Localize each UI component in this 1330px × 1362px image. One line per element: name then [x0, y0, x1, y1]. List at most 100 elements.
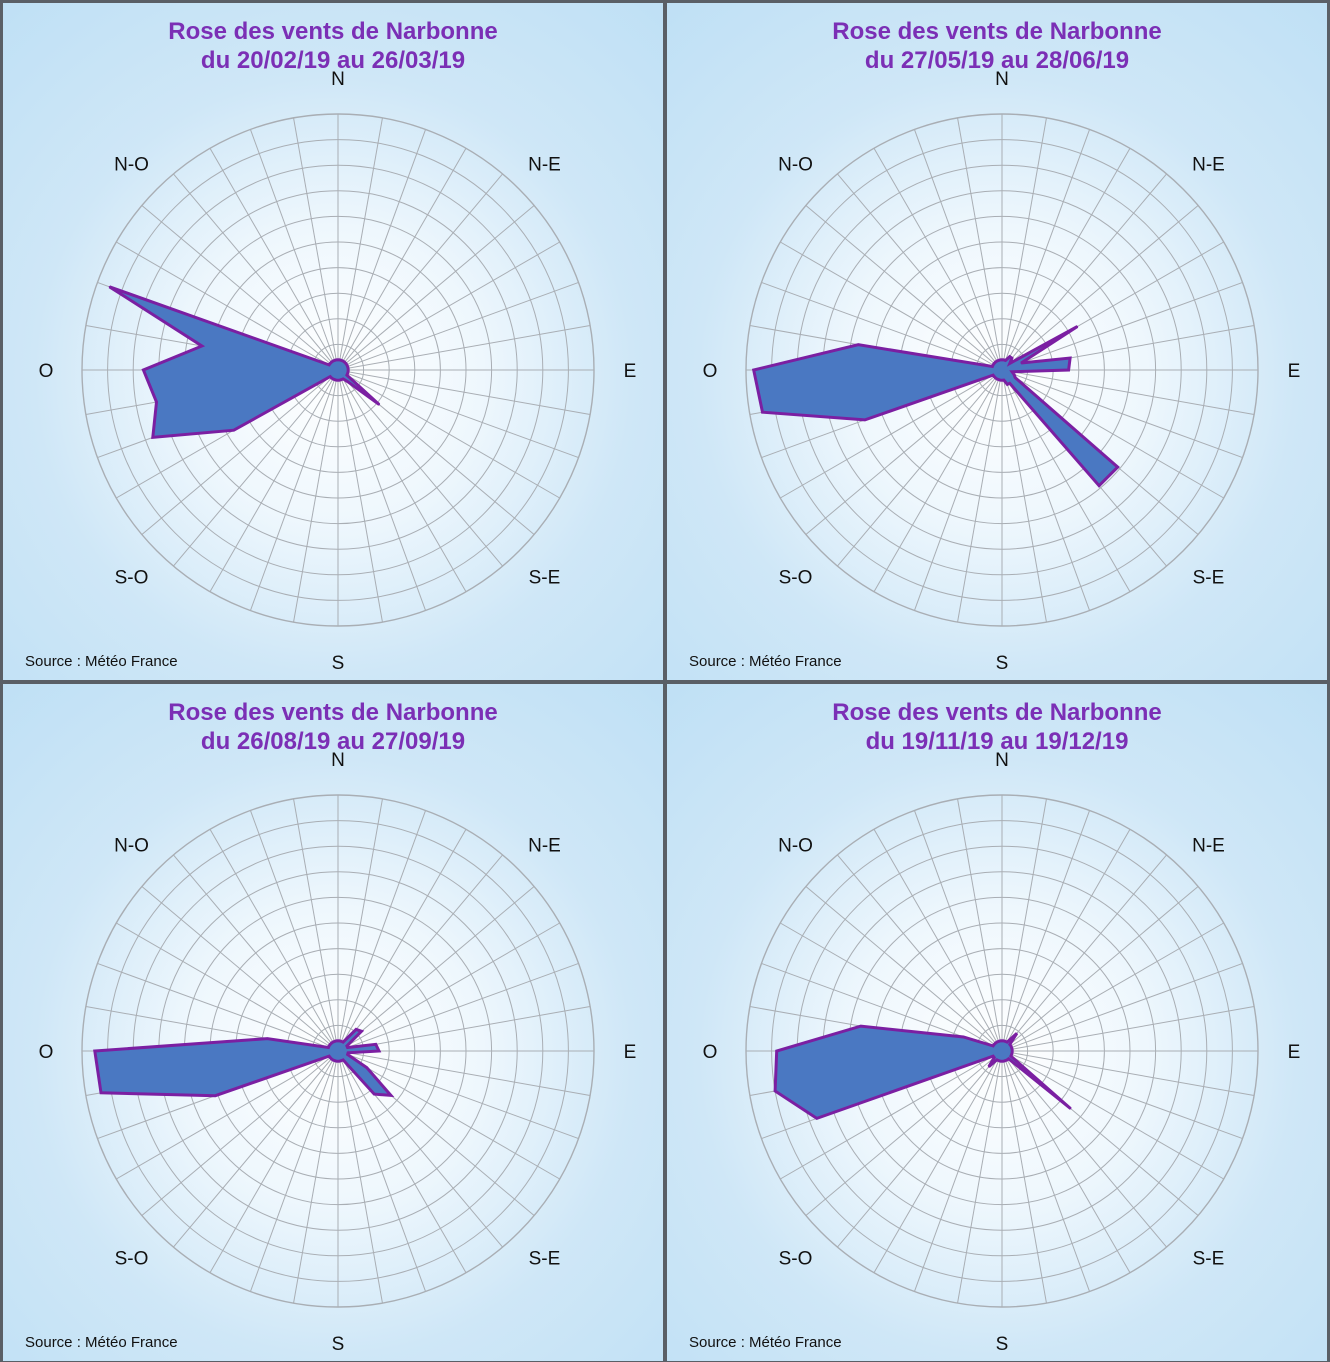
- data-point: [997, 1059, 1000, 1062]
- data-point: [1009, 362, 1011, 365]
- grid-spoke: [337, 369, 560, 499]
- data-point: [1013, 373, 1015, 376]
- direction-label: S-E: [1193, 567, 1225, 588]
- data-point: [329, 1043, 332, 1046]
- grid-spoke: [913, 1050, 1003, 1292]
- data-point: [860, 1025, 862, 1027]
- data-point: [962, 1036, 965, 1038]
- data-point: [1001, 1060, 1003, 1062]
- data-point: [214, 1094, 217, 1097]
- data-point: [333, 1040, 336, 1043]
- chart-title: Rose des vents de Narbonne du 20/02/19 a…: [3, 17, 663, 75]
- data-point: [332, 1059, 334, 1061]
- grid-spoke: [761, 281, 1003, 371]
- data-point: [375, 1043, 377, 1046]
- data-point: [997, 359, 1000, 362]
- data-point: [996, 1059, 998, 1061]
- grid-spoke: [173, 854, 339, 1052]
- direction-label: N-O: [778, 836, 813, 857]
- grid-spoke: [337, 798, 383, 1052]
- grid-spoke: [1001, 1050, 1091, 1292]
- grid-spoke: [249, 129, 339, 371]
- data-point: [327, 1046, 330, 1049]
- grid-spoke: [249, 1050, 339, 1292]
- data-point: [1116, 466, 1119, 468]
- direction-label: S-E: [1193, 1248, 1225, 1269]
- data-point: [333, 359, 336, 362]
- data-point: [1011, 371, 1013, 373]
- data-point: [996, 1041, 998, 1043]
- grid-spoke: [913, 369, 1003, 611]
- data-point: [346, 364, 348, 366]
- wind-rose-chart: N N-E E S-E S S-O O N-O: [703, 69, 1301, 674]
- data-point: [1003, 379, 1005, 381]
- data-point: [775, 1050, 778, 1052]
- chart-subtitle: du 20/02/19 au 26/03/19: [200, 47, 466, 74]
- grid-spoke: [337, 325, 591, 371]
- data-point: [1007, 1058, 1010, 1060]
- grid-spoke: [209, 369, 339, 592]
- grid-spoke: [913, 810, 1003, 1052]
- wind-frequency-polygon: [751, 325, 1120, 488]
- data-point: [366, 1066, 368, 1069]
- data-point: [997, 378, 1000, 381]
- source-note: Source : Météo France: [25, 1334, 178, 1351]
- direction-label: E: [624, 1042, 637, 1063]
- grid-spoke: [873, 829, 1003, 1052]
- data-point: [339, 359, 341, 361]
- data-point: [1076, 325, 1079, 328]
- direction-label: N: [995, 69, 1009, 90]
- data-point: [1009, 1043, 1011, 1046]
- data-point: [339, 1060, 341, 1062]
- grid-spoke: [780, 1050, 1003, 1180]
- grid-spoke: [1001, 810, 1091, 1052]
- data-point: [347, 369, 350, 371]
- data-point: [992, 374, 994, 376]
- grid-spoke: [337, 1050, 383, 1304]
- direction-label: S-E: [529, 1248, 561, 1269]
- grid-spoke: [780, 241, 1003, 371]
- data-point: [233, 429, 235, 432]
- grid-spoke: [337, 117, 383, 371]
- chart-title-line: Rose des vents de Narbonne: [168, 699, 498, 726]
- data-point: [333, 378, 336, 381]
- grid-spoke: [1001, 369, 1047, 623]
- data-point: [1008, 382, 1011, 385]
- wind-rose-chart: N N-E E S-E S S-O O N-O: [39, 69, 637, 674]
- grid-spoke: [337, 369, 383, 623]
- grid-spoke: [337, 1050, 591, 1096]
- data-point: [332, 1041, 334, 1043]
- data-point: [1011, 1048, 1013, 1050]
- data-point: [993, 362, 995, 365]
- data-point: [330, 1042, 333, 1044]
- data-point: [1004, 1040, 1007, 1043]
- data-point: [1008, 355, 1011, 358]
- chart-title: Rose des vents de Narbonne du 19/11/19 a…: [667, 698, 1327, 756]
- grid-spoke: [1001, 369, 1131, 592]
- grid-spoke: [1001, 173, 1167, 371]
- grid-spoke: [293, 1050, 339, 1304]
- grid-spoke: [141, 369, 339, 535]
- data-point: [108, 286, 111, 288]
- source-note: Source : Météo France: [689, 653, 842, 670]
- wind-rose-chart: N N-E E S-E S S-O O N-O: [39, 750, 637, 1355]
- data-point: [346, 1045, 348, 1047]
- data-point: [360, 1030, 363, 1033]
- data-point: [1001, 1040, 1003, 1042]
- data-point: [997, 1040, 1000, 1043]
- grid-spoke: [293, 798, 339, 1052]
- data-point: [355, 1028, 357, 1031]
- grid-spoke: [337, 1050, 560, 1180]
- data-point: [346, 1053, 349, 1056]
- grid-spoke: [337, 148, 467, 371]
- grid-spoke: [337, 241, 560, 371]
- data-point: [864, 419, 866, 421]
- data-point: [994, 377, 997, 379]
- direction-label: O: [703, 361, 718, 382]
- grid-spoke: [873, 1050, 1003, 1273]
- grid-spoke: [1001, 1050, 1243, 1140]
- grid-spoke: [337, 962, 579, 1052]
- data-point: [266, 1037, 269, 1040]
- data-point: [328, 1045, 330, 1047]
- data-point: [332, 378, 334, 380]
